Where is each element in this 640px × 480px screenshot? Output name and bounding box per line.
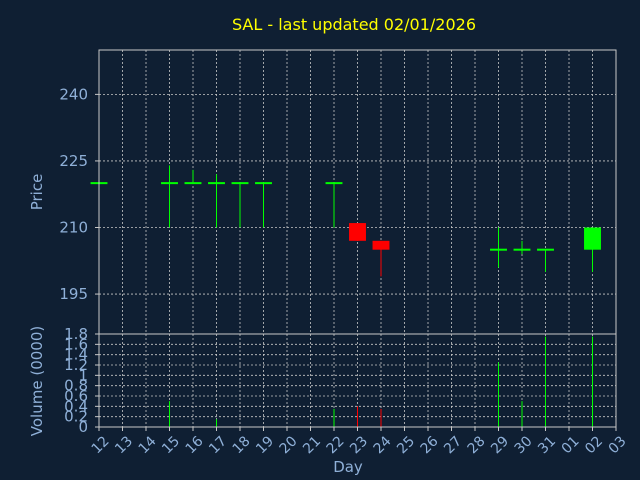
price-tick-label: 195 bbox=[59, 285, 88, 303]
x-tick-label: 28 bbox=[465, 433, 489, 457]
x-tick-label: 14 bbox=[136, 433, 160, 457]
volume-tick-label: 0.4 bbox=[64, 397, 88, 415]
volume-tick-label: 0 bbox=[78, 418, 88, 436]
volume-tick-label: 1.8 bbox=[64, 325, 88, 343]
price-tick-label: 240 bbox=[59, 85, 88, 103]
volume-tick-label: 0.8 bbox=[64, 377, 88, 395]
x-tick-label: 02 bbox=[582, 433, 606, 457]
x-tick-label: 01 bbox=[559, 433, 583, 457]
x-tick-label: 29 bbox=[488, 433, 512, 457]
volume-axis-label: Volume (0000) bbox=[28, 326, 46, 436]
x-tick-label: 23 bbox=[347, 433, 371, 457]
volume-panel-frame bbox=[98, 333, 617, 428]
x-tick-label: 21 bbox=[300, 433, 324, 457]
candle-body bbox=[513, 248, 531, 251]
candle-body bbox=[349, 223, 366, 241]
x-tick-label: 24 bbox=[371, 433, 395, 457]
volume-tick-label: 1.4 bbox=[64, 346, 88, 364]
x-tick-label: 27 bbox=[441, 433, 465, 457]
x-tick-label: 16 bbox=[183, 433, 207, 457]
candle-body bbox=[255, 182, 272, 185]
x-tick-label: 26 bbox=[418, 433, 442, 457]
candle-body bbox=[161, 182, 178, 185]
candle-body bbox=[325, 182, 343, 185]
price-panel bbox=[90, 165, 601, 277]
candle-body bbox=[184, 182, 202, 185]
volume-panel bbox=[169, 336, 593, 427]
candle-body bbox=[584, 227, 601, 250]
x-tick-label: 12 bbox=[89, 433, 113, 457]
x-tick-label: 31 bbox=[535, 433, 559, 457]
x-tick-label: 22 bbox=[324, 433, 348, 457]
x-tick-label: 19 bbox=[253, 433, 277, 457]
candle-body bbox=[490, 248, 507, 251]
candle-body bbox=[208, 182, 225, 185]
x-tick-label: 30 bbox=[512, 433, 536, 457]
x-tick-label: 20 bbox=[277, 433, 301, 457]
x-tick-label: 18 bbox=[230, 433, 254, 457]
x-tick-label: 17 bbox=[206, 433, 230, 457]
candle-body bbox=[231, 182, 249, 185]
x-tick-label: 03 bbox=[606, 433, 630, 457]
price-axis-label: Price bbox=[28, 174, 46, 211]
x-tick-label: 25 bbox=[394, 433, 418, 457]
price-tick-label: 225 bbox=[59, 152, 88, 170]
volume-tick-label: 1 bbox=[78, 366, 88, 384]
volume-tick-label: 1.6 bbox=[64, 335, 88, 353]
volume-tick-label: 1.2 bbox=[64, 356, 88, 374]
chart-title: SAL - last updated 02/01/2026 bbox=[232, 15, 476, 34]
x-tick-label: 15 bbox=[159, 433, 183, 457]
x-tick-label: 13 bbox=[112, 433, 136, 457]
candle-body bbox=[537, 248, 554, 251]
x-axis-label: Day bbox=[333, 458, 363, 476]
candle-body bbox=[372, 240, 390, 250]
price-tick-label: 210 bbox=[59, 219, 88, 237]
axis-ticks: 12 13 14 15 16 17 18 19 20 21 22 23 24 25 26 27 28 29 30 31… bbox=[59, 85, 629, 457]
volume-tick-label: 0.6 bbox=[64, 387, 88, 405]
volume-tick-label: 0.2 bbox=[64, 408, 88, 426]
